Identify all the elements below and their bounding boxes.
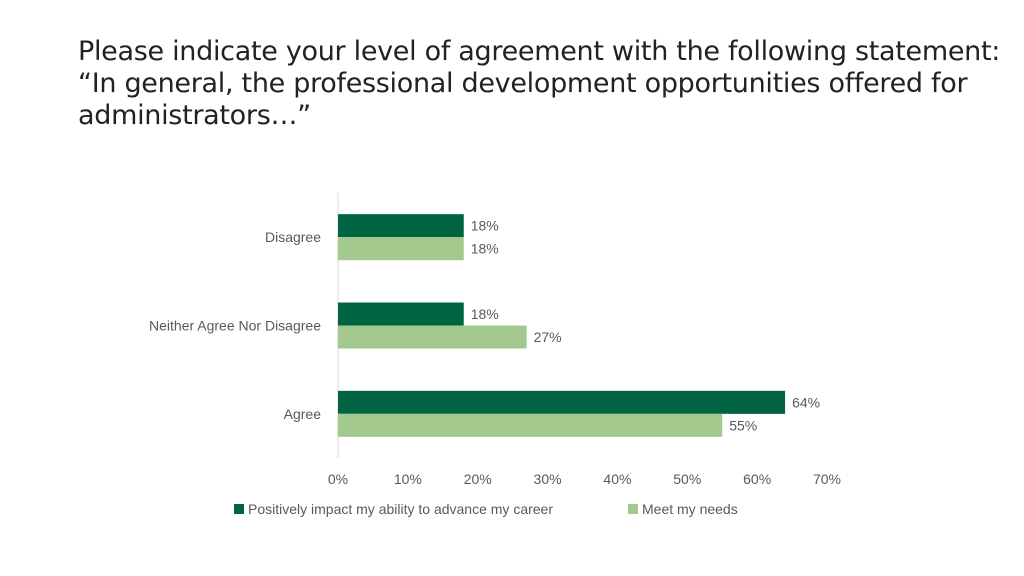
bar (338, 325, 527, 349)
bar (338, 302, 464, 326)
x-tick-label: 40% (603, 471, 631, 487)
legend-label: Meet my needs (642, 501, 738, 517)
bar-value-label: 64% (792, 394, 820, 410)
x-tick-label: 70% (813, 471, 841, 487)
bar-value-label: 27% (534, 329, 562, 345)
slide-title: Please indicate your level of agreement … (78, 36, 1001, 132)
bar-value-label: 55% (729, 417, 757, 433)
legend-swatch (234, 504, 244, 514)
bar (338, 237, 464, 261)
bar (338, 413, 723, 437)
x-tick-label: 60% (743, 471, 771, 487)
x-tick-label: 20% (464, 471, 492, 487)
x-tick-labels-group: 0% 10% 20% 30% 40% 50% 60% 70% (328, 471, 841, 487)
title-line-2: “In general, the professional developmen… (78, 68, 968, 99)
category-label: Neither Agree Nor Disagree (149, 318, 321, 334)
x-tick-label: 30% (534, 471, 562, 487)
legend: Positively impact my ability to advance … (234, 501, 738, 517)
x-tick-label: 10% (394, 471, 422, 487)
bar (338, 214, 464, 238)
legend-label: Positively impact my ability to advance … (248, 501, 553, 517)
category-labels-group: Disagree Neither Agree Nor Disagree Agree (149, 229, 321, 422)
bar (338, 390, 786, 414)
data-labels-group: 18% 18% 18% 27% 64% 55% (471, 218, 820, 434)
bar-value-label: 18% (471, 306, 499, 322)
x-tick-label: 0% (328, 471, 348, 487)
bars-group (338, 214, 786, 437)
category-label: Disagree (265, 229, 321, 245)
title-line-3: administrators…” (78, 100, 311, 131)
bar-value-label: 18% (471, 241, 499, 257)
title-line-1: Please indicate your level of agreement … (78, 36, 1001, 67)
bar-value-label: 18% (471, 218, 499, 234)
x-tick-label: 50% (673, 471, 701, 487)
category-label: Agree (284, 406, 322, 422)
legend-swatch (628, 504, 638, 514)
